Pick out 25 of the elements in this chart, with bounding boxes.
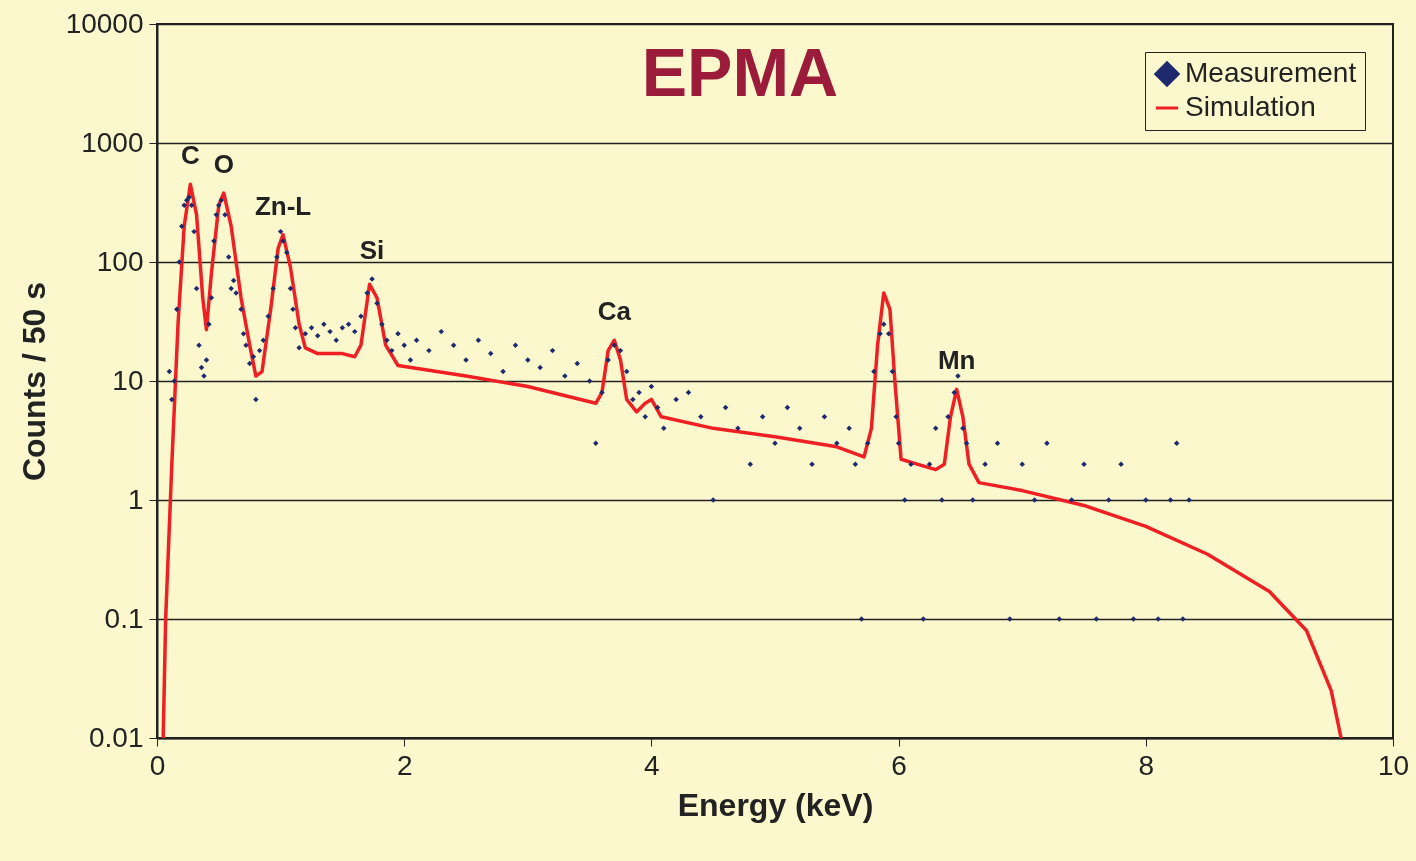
x-tick-label: 10: [1377, 749, 1410, 781]
y-tick-label: 10000: [65, 7, 144, 39]
legend-label: Simulation: [1185, 91, 1316, 122]
y-tick-label: 0.1: [104, 602, 144, 634]
y-tick-label: 10: [112, 364, 144, 396]
annotation: Zn-L: [254, 190, 312, 221]
annotation: Ca: [597, 296, 632, 327]
y-tick-label: 0.01: [89, 721, 144, 753]
y-tick-label: 1: [127, 483, 144, 515]
y-tick-label: 1000: [81, 126, 144, 158]
annotation: C: [180, 140, 200, 171]
x-axis-title: Energy (keV): [677, 786, 874, 823]
annotation: Mn: [937, 345, 976, 376]
x-tick-label: 2: [396, 749, 413, 781]
annotation: Si: [359, 234, 385, 265]
x-tick-label: 8: [1138, 749, 1155, 781]
x-tick-label: 0: [149, 749, 166, 781]
annotation: O: [213, 149, 234, 180]
line-series: [161, 182, 1343, 738]
x-tick-label: 6: [891, 749, 907, 781]
x-tick-label: 4: [644, 749, 660, 781]
chart-title: EPMA: [641, 34, 839, 110]
legend-label: Measurement: [1185, 57, 1357, 88]
y-tick-label: 100: [96, 245, 144, 277]
y-axis-title: Counts / 50 s: [15, 281, 52, 482]
